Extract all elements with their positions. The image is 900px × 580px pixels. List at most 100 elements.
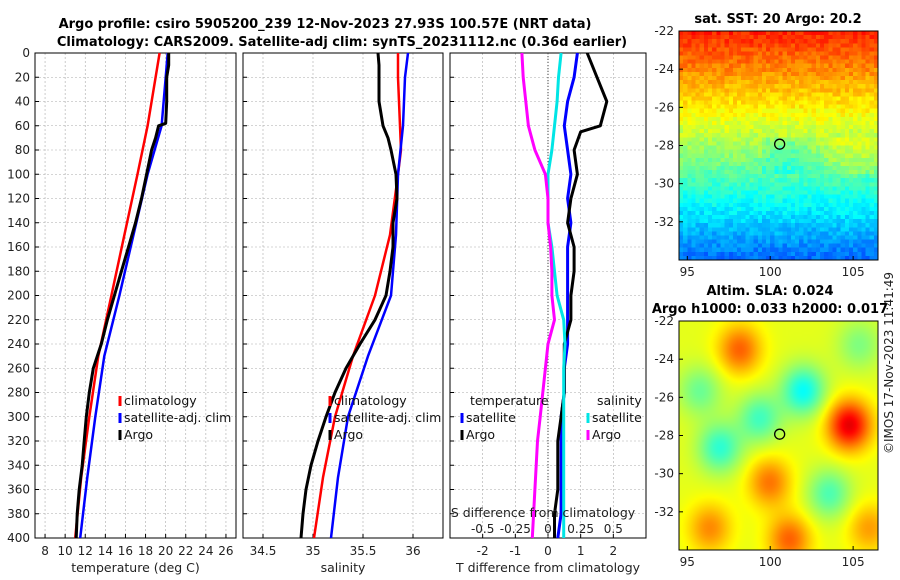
- temp-xtick-label: 16: [118, 544, 133, 558]
- figure-title-line1: Argo profile: csiro 5905200_239 12-Nov-2…: [59, 17, 592, 32]
- temp-xtick-label: 14: [98, 544, 113, 558]
- diff-xtick-label: 1: [577, 544, 585, 558]
- sst-map-title: sat. SST: 20 Argo: 20.2: [694, 12, 861, 27]
- sal-axes-frame: [242, 52, 444, 539]
- temp-legend-label: satellite-adj. clim: [124, 410, 231, 425]
- diff-s-legend-label: Argo: [592, 427, 621, 442]
- sla-ytick-label: -22: [654, 314, 674, 328]
- temp-series-argo: [74, 53, 171, 539]
- sla-xtick-label: 105: [842, 555, 865, 569]
- sla-xtick-label: 95: [680, 555, 695, 569]
- imos-credit: ©IMOS 17-Nov-2023 11:41:49: [882, 272, 896, 454]
- temp-ytick-label: 180: [7, 264, 30, 278]
- difference-panel: -2 -1 0 1 2 S difference from climatology -0.5…: [449, 52, 647, 575]
- temp-xaxis-label: temperature (deg C): [71, 560, 200, 575]
- sst-ytick-label: -30: [654, 177, 674, 191]
- diff-s-tick-label: 0.5: [604, 522, 623, 536]
- sst-argo-position-marker: [774, 138, 786, 150]
- sal-xaxis-label: salinity: [321, 560, 366, 575]
- sst-map-panel: sat. SST: 20 Argo: 20.2 -22 -24 -26 -28 -30 -…: [654, 12, 879, 279]
- temp-series-satellite-adj--clim: [78, 52, 169, 539]
- sla-map-subtitle: Argo h1000: 0.033 h2000: 0.017: [652, 302, 888, 317]
- sla-ytick-label: -26: [654, 390, 674, 404]
- sst-xtick-label: 105: [842, 265, 865, 279]
- temp-xtick-label: 12: [78, 544, 93, 558]
- temp-ytick-label: 160: [7, 240, 30, 254]
- sal-series-argo: [299, 52, 399, 539]
- sal-legend-label: satellite-adj. clim: [334, 410, 441, 425]
- diff-s-tick-label: -0.25: [500, 522, 531, 536]
- diff-xtick-label: 0: [544, 544, 552, 558]
- diff-t-legend-label: satellite: [466, 410, 516, 425]
- sal-xtick-label: 35.5: [350, 544, 377, 558]
- sla-ytick-label: -30: [654, 467, 674, 481]
- sst-ytick-label: -28: [654, 139, 674, 153]
- temp-ytick-label: 80: [15, 143, 30, 157]
- temp-ytick-label: 60: [15, 119, 30, 133]
- diff-t-legend-label: Argo: [466, 427, 495, 442]
- diff-series-s-argo: [520, 52, 556, 539]
- salinity-panel: 34.5 35 35.5 36 salinity climatology satellite…: [242, 52, 444, 575]
- temp-ytick-label: 0: [22, 46, 30, 60]
- sst-map-ticks: -22 -24 -26 -28 -30 -32 95 100 105: [654, 24, 864, 279]
- diff-xtick-label: -1: [509, 544, 521, 558]
- sla-xtick-label: 100: [759, 555, 782, 569]
- sal-xtick-label: 35: [305, 544, 320, 558]
- sal-xtick-label: 34.5: [250, 544, 277, 558]
- temp-ytick-label: 360: [7, 483, 30, 497]
- sal-xtick-label: 36: [405, 544, 420, 558]
- diff-xtick-label: 2: [610, 544, 618, 558]
- sla-map-ticks: -22 -24 -26 -28 -30 -32 95 100 105: [654, 314, 864, 569]
- diff-s-tick-label: 0: [544, 522, 552, 536]
- temp-ytick-label: 200: [7, 289, 30, 303]
- temp-ytick-label: 140: [7, 216, 30, 230]
- temp-ytick-label: 380: [7, 507, 30, 521]
- sst-ytick-label: -32: [654, 215, 674, 229]
- temp-ytick-label: 400: [7, 531, 30, 545]
- temp-legend-label: climatology: [124, 393, 197, 408]
- temp-ytick-label: 40: [15, 95, 30, 109]
- sst-ytick-label: -24: [654, 62, 674, 76]
- sla-ytick-label: -24: [654, 352, 674, 366]
- diff-s-tick-label: 0.25: [567, 522, 594, 536]
- temp-ytick-label: 280: [7, 386, 30, 400]
- diff-legend-heading-temperature: temperature: [470, 393, 549, 408]
- sst-ytick-label: -26: [654, 100, 674, 114]
- temp-series-climatology: [73, 52, 161, 539]
- temp-xtick-label: 10: [58, 544, 73, 558]
- sst-ytick-label: -22: [654, 24, 674, 38]
- diff-xtick-label: -2: [477, 544, 489, 558]
- diff-s-tick-label: -0.5: [471, 522, 494, 536]
- diff-xaxis-label: T difference from climatology: [455, 560, 641, 575]
- temp-ytick-label: 300: [7, 410, 30, 424]
- sla-argo-position-marker: [774, 428, 786, 440]
- temp-ytick-label: 340: [7, 458, 30, 472]
- sla-ytick-label: -28: [654, 429, 674, 443]
- temp-xtick-label: 8: [41, 544, 49, 558]
- diff-series-t-satellite: [556, 52, 579, 539]
- sla-map-panel: Altim. SLA: 0.024 Argo h1000: 0.033 h200…: [652, 284, 888, 569]
- temp-xtick-label: 26: [218, 544, 233, 558]
- sst-xtick-label: 100: [759, 265, 782, 279]
- temp-axes-frame: [34, 52, 237, 539]
- sst-heatmap: [679, 31, 878, 260]
- diff-series-s-satellite: [546, 52, 567, 538]
- temp-xtick-label: 24: [198, 544, 213, 558]
- sla-heatmap: [679, 321, 878, 550]
- sal-series-satellite-adj--clim: [329, 52, 410, 539]
- temp-ytick-label: 20: [15, 70, 30, 84]
- temp-legend-label: Argo: [124, 427, 153, 442]
- temp-xtick-label: 22: [178, 544, 193, 558]
- temp-xtick-label: 18: [138, 544, 153, 558]
- sla-map-title: Altim. SLA: 0.024: [707, 284, 834, 299]
- temp-ytick-label: 100: [7, 167, 30, 181]
- sla-ytick-label: -32: [654, 505, 674, 519]
- sal-legend-label: climatology: [334, 393, 407, 408]
- diff-legend-heading-salinity: salinity: [597, 393, 642, 408]
- figure-title-line2: Climatology: CARS2009. Satellite-adj cli…: [57, 35, 627, 50]
- diff-s-axis-label: S difference from climatology: [451, 505, 636, 520]
- temp-xtick-label: 20: [158, 544, 173, 558]
- diff-s-legend-label: satellite: [592, 410, 642, 425]
- temp-ytick-label: 120: [7, 192, 30, 206]
